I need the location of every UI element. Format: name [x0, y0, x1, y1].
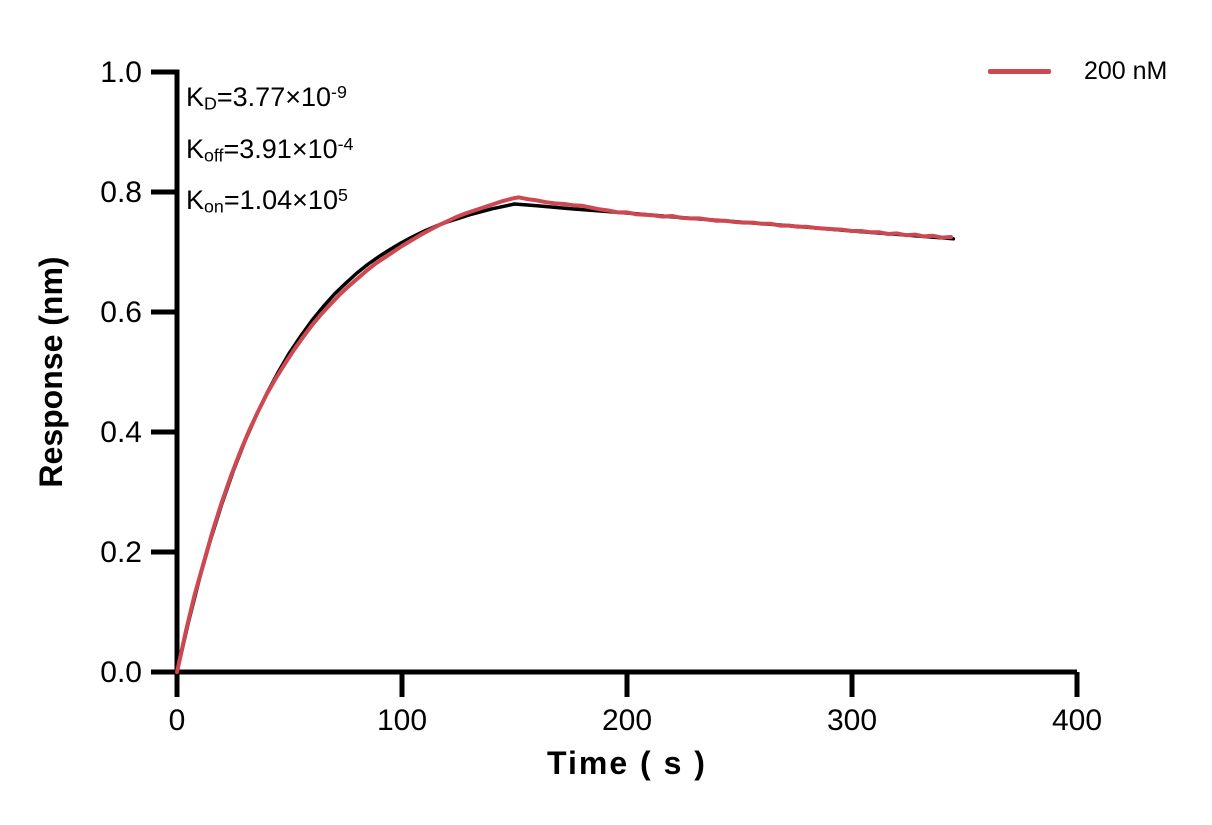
kinetics-annotations: KD=3.77×10-9 Koff=3.91×10-4 Kon=1.04×105 [186, 72, 353, 227]
koff-symbol: K [186, 133, 205, 164]
y-tick-label: 0.8 [100, 176, 142, 209]
series-line-data [175, 195, 953, 674]
legend: 200 nM [988, 57, 1167, 86]
legend-line-icon [988, 69, 1051, 74]
kon-exponent: 5 [337, 185, 348, 206]
y-tick-label: 0.4 [100, 416, 142, 449]
koff-subscript: off [204, 145, 224, 166]
koff-exponent: -4 [337, 133, 354, 154]
x-tick-label: 200 [602, 704, 652, 737]
kon-value: =1.04×10 [223, 185, 338, 216]
koff-value: =3.91×10 [223, 133, 338, 164]
y-tick-label: 0.6 [100, 296, 142, 329]
x-tick-label: 300 [827, 704, 877, 737]
annotation-kon: Kon=1.04×105 [186, 175, 353, 227]
annotation-kd: KD=3.77×10-9 [186, 72, 353, 124]
kd-subscript: D [204, 93, 217, 114]
kd-exponent: -9 [331, 82, 347, 102]
y-tick-label: 0.2 [100, 536, 142, 569]
x-axis-title: Time ( s ) [547, 745, 707, 781]
kon-subscript: on [204, 196, 224, 217]
x-tick-label: 100 [377, 704, 427, 737]
legend-label: 200 nM [1084, 57, 1168, 85]
y-tick-label: 0.0 [100, 656, 142, 689]
x-tick-label: 0 [169, 704, 186, 737]
annotation-koff: Koff=3.91×10-4 [186, 124, 353, 176]
x-tick-label: 400 [1052, 704, 1102, 737]
kd-symbol: K [186, 82, 205, 113]
y-tick-label: 1.0 [100, 56, 142, 89]
kd-value: =3.77×10 [216, 82, 332, 113]
kon-symbol: K [186, 185, 205, 216]
y-axis-title: Response (nm) [33, 256, 69, 487]
series-line-fit [175, 202, 956, 674]
